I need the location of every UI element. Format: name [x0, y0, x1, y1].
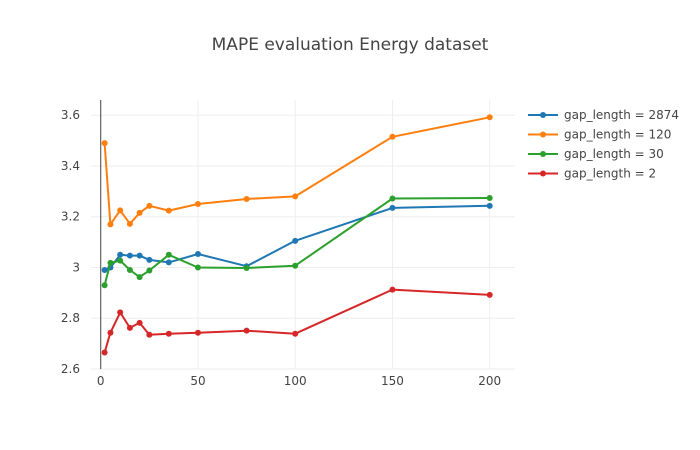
data-point[interactable]	[117, 309, 124, 316]
chart-title: MAPE evaluation Energy dataset	[212, 35, 489, 55]
grid	[91, 100, 515, 370]
legend-item[interactable]: gap_length = 30	[528, 147, 664, 161]
legend-label: gap_length = 2874	[564, 108, 679, 122]
y-tick-label: 3.6	[61, 108, 80, 122]
data-point[interactable]	[126, 267, 133, 274]
data-point[interactable]	[117, 207, 124, 214]
legend-item[interactable]: gap_length = 2874	[528, 108, 679, 122]
legend-swatch-marker	[540, 151, 546, 157]
legend-label: gap_length = 30	[564, 147, 664, 161]
data-point[interactable]	[101, 140, 108, 147]
data-point[interactable]	[146, 202, 153, 209]
data-point[interactable]	[486, 114, 493, 121]
data-point[interactable]	[243, 327, 250, 334]
data-point[interactable]	[165, 251, 172, 258]
data-point[interactable]	[165, 330, 172, 337]
data-point[interactable]	[194, 201, 201, 208]
data-point[interactable]	[194, 264, 201, 271]
y-tick-label: 2.8	[61, 311, 80, 325]
data-point[interactable]	[165, 259, 172, 266]
series-2	[101, 194, 493, 289]
data-point[interactable]	[292, 330, 299, 337]
data-point[interactable]	[126, 324, 133, 331]
data-point[interactable]	[136, 319, 143, 326]
data-point[interactable]	[146, 256, 153, 263]
legend[interactable]: gap_length = 2874 gap_length = 120 gap_len…	[528, 108, 679, 181]
x-tick-label: 150	[381, 374, 404, 388]
data-point[interactable]	[146, 331, 153, 338]
series-3	[101, 286, 493, 356]
y-tick-label: 3	[72, 260, 80, 274]
data-point[interactable]	[486, 291, 493, 298]
series-layer	[101, 114, 493, 356]
data-point[interactable]	[194, 329, 201, 336]
series-1	[101, 114, 493, 228]
y-tick-label: 2.6	[61, 362, 80, 376]
data-point[interactable]	[136, 252, 143, 259]
y-tick-label: 3.2	[61, 210, 80, 224]
x-tick-label: 100	[284, 374, 307, 388]
data-point[interactable]	[243, 195, 250, 202]
legend-swatch-marker	[540, 170, 546, 177]
data-point[interactable]	[486, 194, 493, 201]
series-line	[103, 288, 490, 353]
data-point[interactable]	[292, 237, 299, 244]
data-point[interactable]	[194, 251, 201, 258]
data-point[interactable]	[101, 282, 108, 289]
legend-label: gap_length = 2	[564, 167, 656, 181]
data-point[interactable]	[146, 267, 153, 274]
data-point[interactable]	[389, 195, 396, 202]
data-point[interactable]	[389, 204, 396, 211]
data-point[interactable]	[165, 207, 172, 214]
data-point[interactable]	[107, 259, 114, 266]
data-point[interactable]	[292, 262, 299, 269]
data-point[interactable]	[117, 251, 124, 258]
data-point[interactable]	[389, 286, 396, 293]
x-tick-label: 200	[478, 374, 501, 388]
data-point[interactable]	[126, 220, 133, 227]
x-tick-label: 50	[190, 374, 205, 388]
legend-item[interactable]: gap_length = 120	[528, 128, 671, 142]
x-tick-label: 0	[97, 374, 105, 388]
data-point[interactable]	[117, 257, 124, 264]
data-point[interactable]	[136, 274, 143, 281]
data-point[interactable]	[101, 349, 108, 356]
legend-label: gap_length = 120	[564, 128, 671, 142]
legend-item[interactable]: gap_length = 2	[528, 167, 656, 181]
legend-swatch-marker	[540, 112, 546, 118]
data-point[interactable]	[126, 252, 133, 259]
data-point[interactable]	[101, 267, 108, 274]
data-point[interactable]	[292, 193, 299, 200]
data-point[interactable]	[107, 221, 114, 228]
data-point[interactable]	[107, 329, 114, 336]
axes: 2.6 2.8 3 3.2 3.4 3.6 0 50 100 150 200	[61, 100, 501, 388]
data-point[interactable]	[243, 264, 250, 271]
y-tick-label: 3.4	[61, 159, 80, 173]
data-point[interactable]	[389, 133, 396, 140]
data-point[interactable]	[486, 202, 493, 209]
legend-swatch-marker	[540, 131, 546, 138]
data-point[interactable]	[136, 209, 143, 216]
